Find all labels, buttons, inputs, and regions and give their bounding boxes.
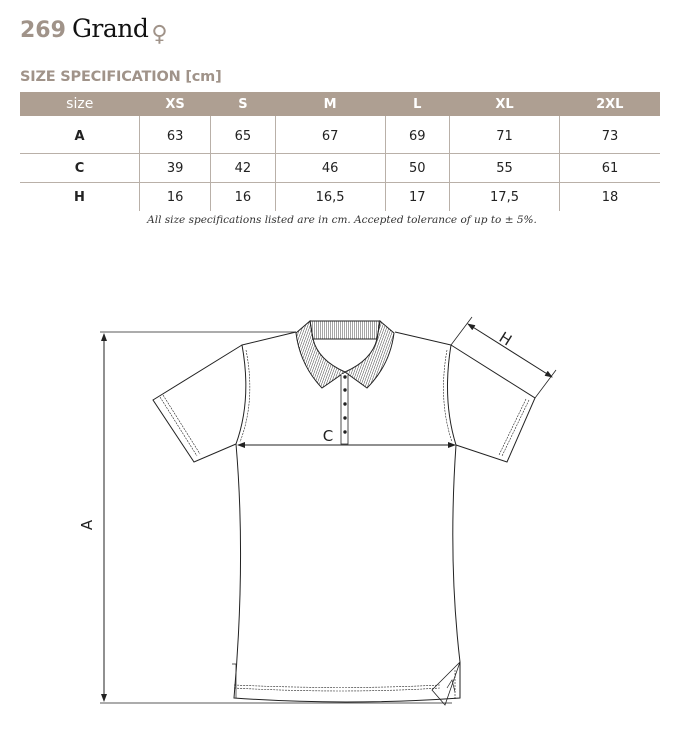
- female-symbol-icon: ♀: [151, 22, 168, 47]
- logo-triangle-icon: [431, 661, 461, 706]
- label-c: C: [323, 427, 333, 445]
- column-header: size: [20, 92, 140, 116]
- row-label: A: [74, 129, 85, 144]
- buttons: [343, 375, 347, 434]
- shirt-outline: [152, 320, 536, 706]
- table-cell: 65: [210, 116, 276, 154]
- column-header: M: [275, 92, 386, 116]
- model-name: Grand: [71, 14, 149, 43]
- product-title: 269 Grand ♀: [20, 14, 168, 50]
- table-cell: 18: [559, 182, 660, 211]
- table-cell: 46: [274, 153, 386, 183]
- tolerance-note: All size specifications listed are in cm…: [147, 214, 537, 226]
- row-label: C: [20, 153, 140, 183]
- table-cell: 39: [138, 153, 211, 183]
- table-header-row: size XS S M L XL 2XL: [20, 92, 660, 116]
- table-cell: 17,5: [449, 182, 560, 211]
- column-header: S: [210, 92, 276, 116]
- table-cell: 69: [384, 116, 450, 154]
- table-cell: 55: [449, 153, 560, 183]
- column-header: XS: [139, 92, 211, 116]
- label-a: A: [78, 519, 96, 530]
- table-row: H 16 16 16,5 17 17,5 18: [20, 182, 660, 211]
- table-cell: 67: [274, 116, 386, 154]
- row-label: H: [20, 182, 140, 211]
- label-h: H: [496, 328, 515, 349]
- table-cell: 63: [138, 116, 211, 154]
- table-cell: 16: [138, 182, 211, 211]
- column-header: 2XL: [559, 92, 660, 116]
- sleeve-arrow: [467, 323, 553, 378]
- column-header: L: [385, 92, 450, 116]
- table-cell: 16: [210, 182, 276, 211]
- model-number: 269: [20, 18, 66, 43]
- table-cell: 50: [384, 153, 450, 183]
- table-cell: 71: [449, 116, 560, 154]
- table-cell: 73: [559, 116, 660, 154]
- table-row: C 39 42 46 50 55 61: [20, 153, 660, 183]
- column-header: XL: [449, 92, 560, 116]
- spec-heading: SIZE SPECIFICATION [cm]: [20, 69, 222, 85]
- table-row: A 63 65 67 69 71 73: [20, 116, 660, 154]
- size-table: size XS S M L XL 2XL A 63 65 67 69 71 73…: [20, 92, 660, 211]
- table-cell: 17: [384, 182, 450, 211]
- table-cell: 16,5: [274, 182, 386, 211]
- table-cell: 61: [559, 153, 660, 183]
- table-cell: 42: [210, 153, 276, 183]
- dimension-lines: [100, 316, 557, 704]
